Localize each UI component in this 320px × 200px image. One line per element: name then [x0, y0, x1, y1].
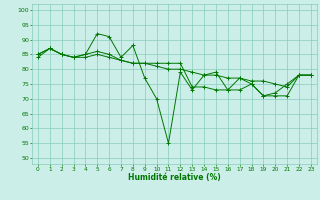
X-axis label: Humidité relative (%): Humidité relative (%) — [128, 173, 221, 182]
